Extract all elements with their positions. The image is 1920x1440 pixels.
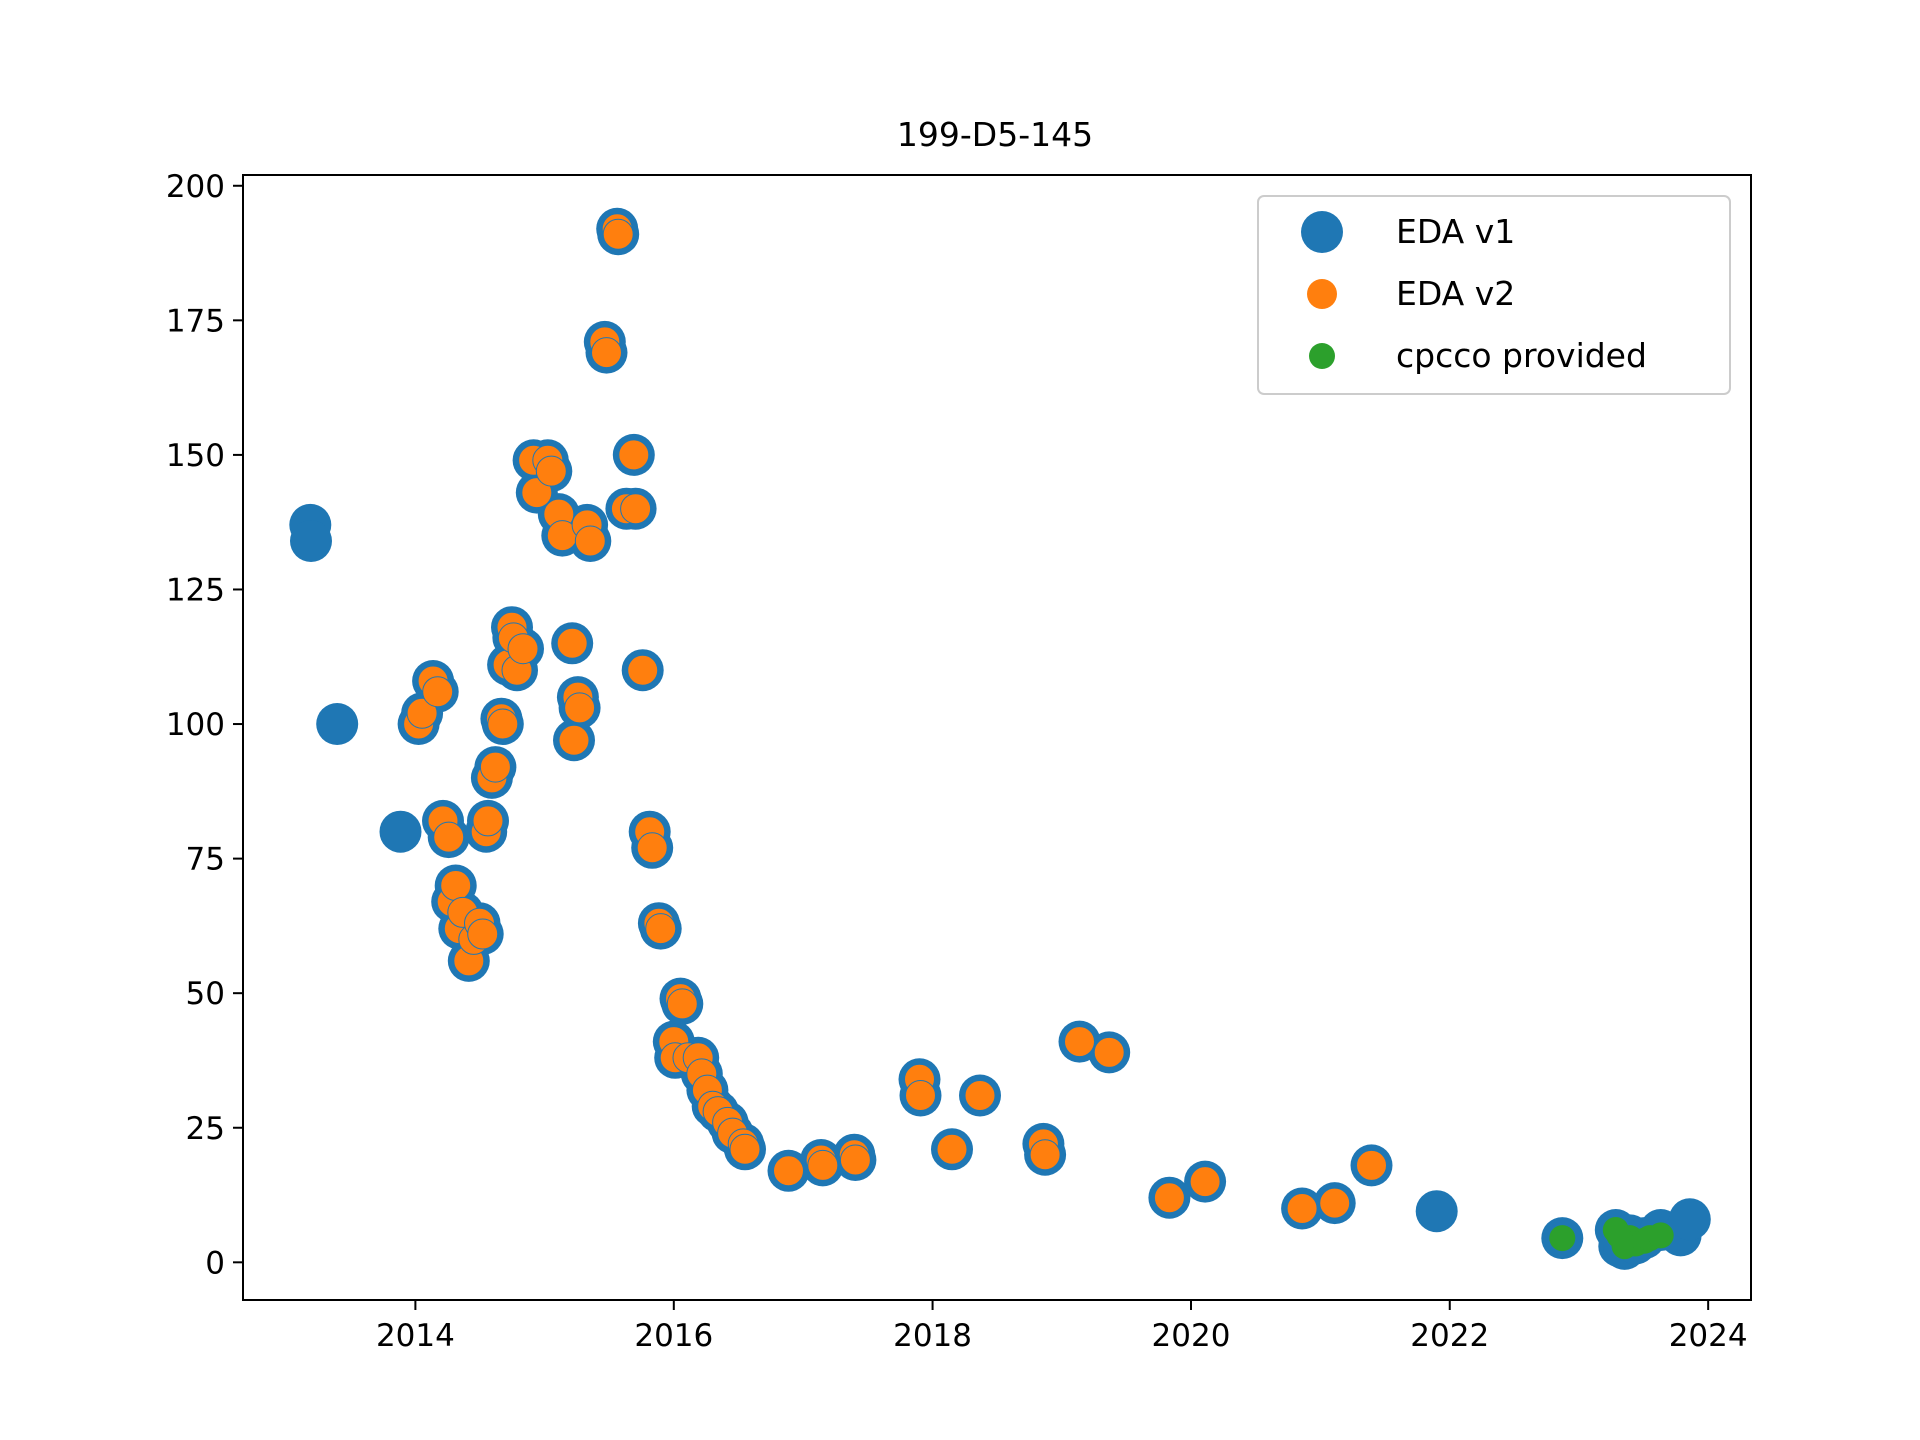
legend-marker [1309,343,1335,369]
x-tick-label: 2024 [1669,1318,1748,1354]
data-point [406,697,438,729]
data-point [729,1133,761,1165]
data-point [666,988,698,1020]
data-point [1356,1149,1387,1181]
data-point [1319,1187,1351,1219]
data-point [1415,1190,1458,1233]
data-point [591,337,622,369]
data-point [636,832,668,864]
data-point [316,703,359,745]
data-point [905,1080,936,1111]
data-point [472,805,504,837]
y-tick-label: 175 [166,303,225,339]
data-point [1286,1193,1318,1224]
data-point [422,676,454,708]
legend-label: cpcco provided [1396,336,1647,375]
data-point [507,633,539,665]
data-point [440,870,472,901]
data-point [1153,1182,1185,1214]
data-point [558,724,590,756]
data-point [479,751,511,783]
data-point [467,918,499,950]
legend-label: EDA v1 [1396,212,1515,251]
data-point [807,1149,839,1181]
data-point [964,1080,996,1111]
data-point [1029,1139,1061,1171]
plot-frame [242,174,1752,1301]
series-2 [403,213,1387,1224]
data-point [1064,1026,1095,1058]
data-point [556,627,588,659]
data-point [1647,1222,1674,1249]
y-tick-label: 25 [186,1111,225,1147]
data-point [1668,1198,1711,1241]
y-axis: 0 25 50 75 100 125 150 175 200 [166,169,243,1281]
y-tick-label: 150 [166,438,225,474]
x-axis: 2014 2016 2018 2020 2022 2024 [376,1300,1748,1354]
x-tick-label: 2016 [634,1318,713,1354]
data-points [289,207,1711,1270]
data-point [618,439,650,471]
data-point [574,525,606,557]
legend: EDA v1 EDA v2 cpcco provided [1257,195,1731,395]
data-point [620,493,652,525]
legend-label: EDA v2 [1396,274,1515,313]
data-point [839,1144,871,1176]
data-point [487,708,519,740]
data-point [379,810,422,853]
x-tick-label: 2022 [1410,1318,1489,1354]
y-tick-label: 75 [186,842,225,878]
legend-marker [1307,279,1337,309]
series-3 [1549,1217,1674,1260]
y-tick-label: 0 [205,1245,225,1281]
y-tick-label: 50 [186,976,225,1012]
chart-title: 199-D5-145 [897,115,1093,154]
data-point [602,218,634,250]
data-point [521,477,553,509]
data-point [645,913,677,945]
data-point [564,692,596,724]
legend-box [1257,195,1731,395]
x-tick-label: 2020 [1152,1318,1231,1354]
y-tick-label: 125 [166,572,225,608]
data-point [1549,1225,1576,1252]
data-point [1093,1036,1125,1068]
data-point [627,654,659,686]
data-point [535,455,567,487]
data-point [773,1155,804,1187]
data-point [1189,1166,1221,1198]
x-tick-label: 2014 [376,1318,455,1354]
x-tick-label: 2018 [893,1318,972,1354]
legend-marker [1301,211,1343,253]
data-point [433,821,465,853]
y-tick-label: 200 [166,169,225,205]
data-point [936,1133,968,1165]
data-point [290,520,332,562]
y-tick-label: 100 [166,707,225,743]
